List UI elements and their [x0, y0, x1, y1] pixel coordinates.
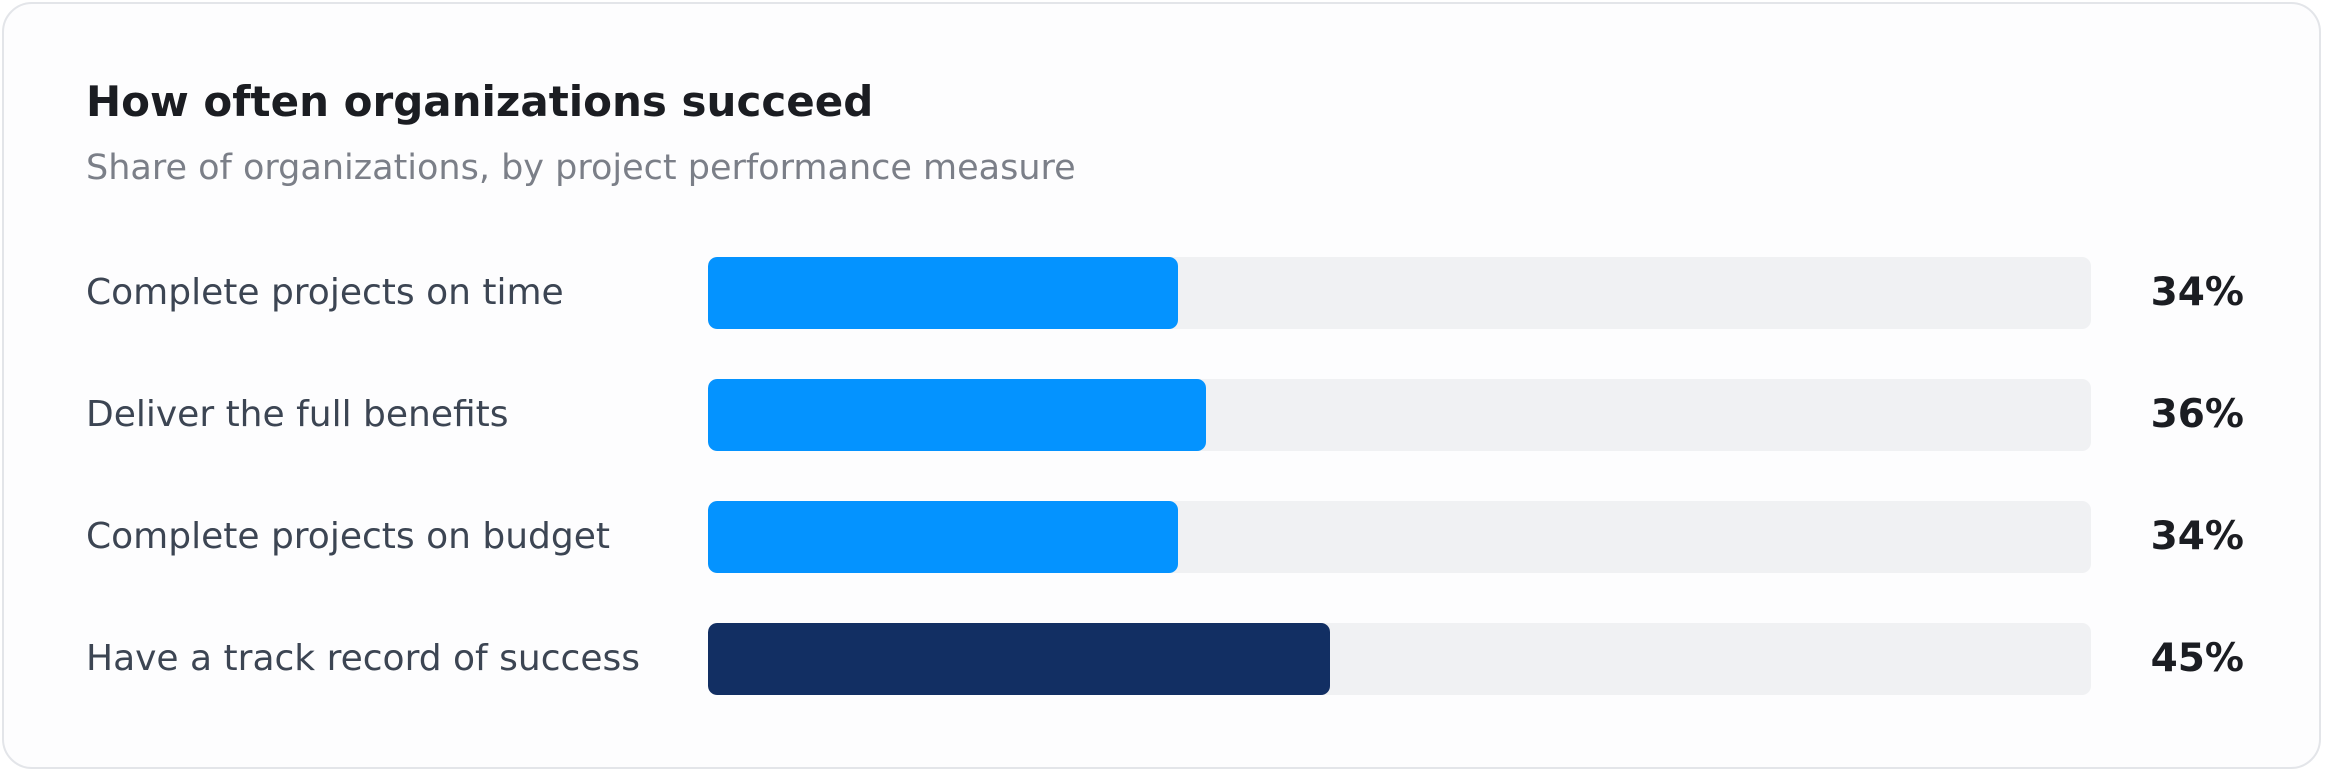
bar-row: Deliver the full benefits 36%	[4, 379, 2319, 451]
bar-track	[708, 501, 2091, 573]
bar-track	[708, 257, 2091, 329]
category-label: Deliver the full benefits	[86, 394, 509, 435]
value-label: 34%	[2150, 514, 2244, 559]
value-label: 36%	[2150, 392, 2244, 437]
bar	[708, 257, 1178, 329]
category-label: Complete projects on time	[86, 272, 564, 313]
category-label: Complete projects on budget	[86, 516, 611, 557]
category-label: Have a track record of success	[86, 638, 640, 679]
bar-row: Complete projects on time 34%	[4, 257, 2319, 329]
chart-subtitle: Share of organizations, by project perfo…	[86, 148, 1076, 188]
value-label: 34%	[2150, 270, 2244, 315]
bar-row: Complete projects on budget 34%	[4, 501, 2319, 573]
bar	[708, 623, 1330, 695]
bar-track	[708, 623, 2091, 695]
bar-row: Have a track record of success 45%	[4, 623, 2319, 695]
value-label: 45%	[2150, 636, 2244, 681]
chart-title: How often organizations succeed	[86, 77, 874, 126]
bar-track	[708, 379, 2091, 451]
bar	[708, 501, 1178, 573]
bar	[708, 379, 1206, 451]
